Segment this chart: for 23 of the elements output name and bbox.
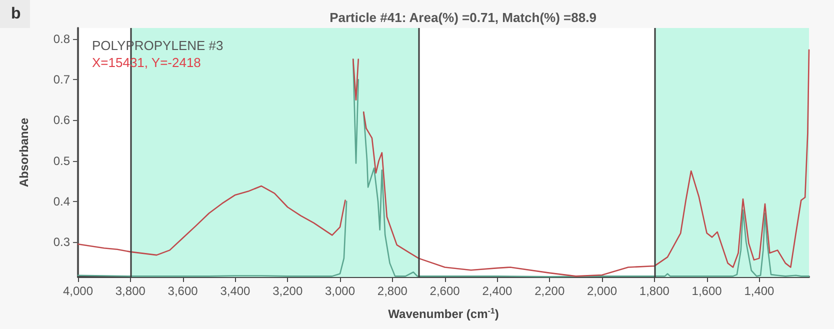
x-tick-label: 2,800 xyxy=(377,284,408,298)
x-tick-label: 3,000 xyxy=(324,284,356,298)
y-tick-label: 0.8 xyxy=(53,32,70,46)
x-tick-label: 3,400 xyxy=(220,284,251,298)
x-tick-label: 2,000 xyxy=(587,284,618,298)
y-tick-label: 0.4 xyxy=(53,194,70,208)
x-tick-label: 2,200 xyxy=(534,284,565,298)
y-tick-label: 0.3 xyxy=(53,235,70,250)
y-tick-label: 0.6 xyxy=(53,113,70,128)
x-tick-label: 4,000 xyxy=(62,284,94,298)
x-tick-label: 3,200 xyxy=(272,284,303,298)
x-tick-label: 1,800 xyxy=(639,284,670,298)
x-tick-label: 2,400 xyxy=(482,284,513,298)
x-tick-label: 3,600 xyxy=(168,284,198,298)
x-tick-label: 2,600 xyxy=(430,284,460,298)
y-axis-title: Absorbance xyxy=(17,118,31,188)
y-tick-label: 0.5 xyxy=(53,154,70,168)
x-tick-label: 3,800 xyxy=(115,284,146,298)
y-tick-label: 0.7 xyxy=(53,72,70,87)
chart-title: Particle #41: Area(%) =0.71, Match(%) =88.9 xyxy=(330,10,596,25)
text: b xyxy=(11,6,21,22)
x-tick-label: 1,400 xyxy=(744,284,775,298)
x-tick-label: 1,600 xyxy=(692,284,722,298)
